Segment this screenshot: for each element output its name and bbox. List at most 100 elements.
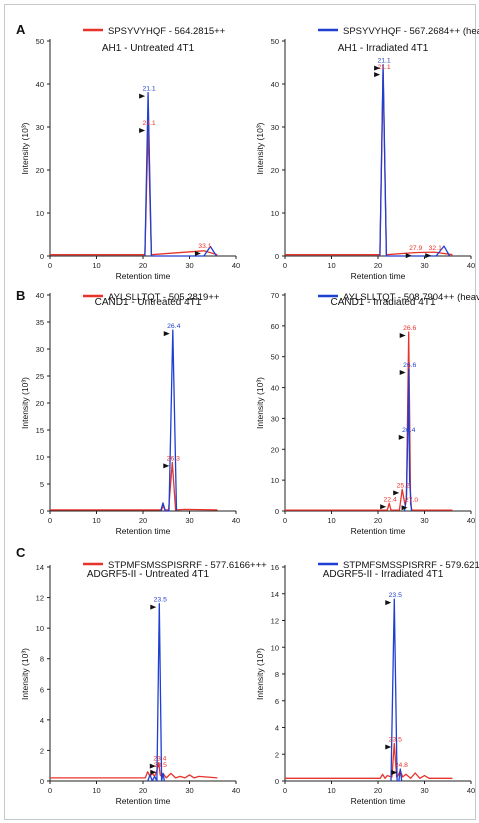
series-line-heavy	[379, 64, 451, 257]
chart-title: ADGRF5-II - Irradiated 4T1	[323, 569, 444, 580]
y-tick-label: 20	[36, 399, 44, 408]
y-tick-label: 4	[40, 716, 44, 725]
peak-label: 24.8	[395, 762, 408, 769]
peak-marker	[385, 600, 392, 606]
legend-entry-heavy: AYLSLLTQT - 508.7904++ (heavy)	[343, 292, 479, 303]
x-tick-label: 10	[327, 516, 335, 525]
x-tick-label: 20	[139, 786, 147, 795]
peak-marker	[139, 93, 146, 99]
x-tick-label: 30	[420, 516, 428, 525]
series-line-light	[50, 126, 218, 256]
peak-label: 26.4	[167, 323, 180, 330]
series-line-heavy	[160, 329, 178, 512]
peak-marker	[163, 331, 170, 337]
x-tick-label: 0	[283, 516, 287, 525]
y-tick-label: 50	[271, 353, 279, 362]
peak-label: 26.6	[403, 325, 416, 332]
peak-label: 21.1	[377, 64, 390, 71]
y-tick-label: 40	[271, 80, 279, 89]
x-tick-label: 10	[92, 261, 100, 270]
peak-marker	[391, 769, 398, 775]
peak-label: 26.6	[403, 362, 416, 369]
chart-title: AH1 - Irradiated 4T1	[338, 43, 429, 54]
series-line-heavy	[403, 368, 413, 512]
peak-marker	[399, 333, 406, 339]
legend-entry-heavy: STPMFSMSSPISRRF - 579.6212+++ (heavy)	[343, 560, 479, 571]
y-tick-label: 10	[36, 209, 44, 218]
peak-label: 23.5	[154, 597, 167, 604]
peak-marker	[163, 463, 170, 469]
series-line-light	[50, 762, 218, 779]
peak-label: 27.0	[405, 497, 418, 504]
y-tick-label: 16	[271, 563, 279, 572]
peak-marker	[374, 72, 381, 78]
legend-entry-light: SPSYVYHQF - 564.2815++	[108, 26, 226, 37]
y-tick-label: 8	[275, 670, 279, 679]
x-tick-label: 30	[185, 786, 193, 795]
x-tick-label: 40	[467, 516, 475, 525]
y-tick-label: 2	[275, 750, 279, 759]
peak-marker	[405, 253, 412, 259]
x-tick-label: 20	[374, 261, 382, 270]
y-tick-label: 40	[36, 80, 44, 89]
peak-marker	[425, 253, 432, 259]
x-axis-label: Retention time	[116, 271, 171, 281]
y-tick-label: 12	[36, 594, 44, 603]
x-tick-label: 20	[374, 516, 382, 525]
y-tick-label: 10	[36, 624, 44, 633]
series-line-light	[50, 461, 218, 511]
y-tick-label: 0	[40, 777, 44, 786]
peak-marker	[399, 370, 406, 376]
figure-frame	[4, 4, 476, 820]
series-line-light	[285, 70, 453, 256]
peak-marker	[150, 604, 157, 610]
y-tick-label: 5	[40, 480, 44, 489]
y-tick-label: 2	[40, 746, 44, 755]
y-axis-label: Intensity (10³)	[20, 122, 30, 174]
y-tick-label: 40	[271, 384, 279, 393]
x-tick-label: 40	[232, 261, 240, 270]
y-axis-label: Intensity (10³)	[255, 377, 265, 429]
peak-label: 32.1	[429, 245, 442, 252]
y-tick-label: 25	[36, 372, 44, 381]
y-tick-label: 30	[36, 123, 44, 132]
peak-marker	[398, 434, 405, 440]
y-tick-label: 0	[275, 777, 279, 786]
x-tick-label: 30	[420, 261, 428, 270]
x-tick-label: 20	[139, 516, 147, 525]
x-tick-label: 0	[48, 786, 52, 795]
chart-title: ADGRF5-II - Untreated 4T1	[87, 569, 210, 580]
peak-label: 33.1	[198, 243, 211, 250]
y-tick-label: 20	[271, 445, 279, 454]
peak-label: 21.1	[142, 86, 155, 93]
y-tick-label: 0	[40, 252, 44, 261]
peak-label: 23.4	[153, 756, 166, 763]
peak-marker	[393, 490, 400, 496]
legend-entry-light: AYLSLLTQT - 505.2819++	[108, 292, 220, 303]
chart-4: 0 10 20 30 40 50 60 70 0 10 20 30 40 Retention time In…	[255, 291, 475, 536]
y-tick-label: 10	[36, 453, 44, 462]
peak-marker	[374, 65, 381, 71]
x-tick-label: 10	[327, 786, 335, 795]
x-axis-label: Retention time	[116, 526, 171, 536]
peak-marker	[401, 505, 408, 511]
x-tick-label: 20	[374, 786, 382, 795]
y-tick-label: 10	[271, 476, 279, 485]
x-tick-label: 10	[327, 261, 335, 270]
x-axis-label: Retention time	[351, 796, 406, 806]
peak-label: 23.5	[154, 762, 167, 769]
chart-title: AH1 - Untreated 4T1	[102, 43, 195, 54]
y-tick-label: 50	[36, 37, 44, 46]
x-tick-label: 40	[467, 261, 475, 270]
peak-label: 27.9	[409, 245, 422, 252]
x-tick-label: 10	[92, 516, 100, 525]
y-tick-label: 8	[40, 655, 44, 664]
x-tick-label: 30	[420, 786, 428, 795]
y-tick-label: 20	[36, 166, 44, 175]
x-tick-label: 20	[139, 261, 147, 270]
panel-letter-b: B	[16, 288, 25, 303]
chart-1: 0 10 20 30 40 50 0 10 20 30 40 Retention time Intens…	[20, 37, 240, 281]
y-tick-label: 70	[271, 291, 279, 300]
chart-5: 0 2 4 6 8 10 12 14 0 10 20 30 40 Retention time Intens…	[20, 563, 240, 806]
